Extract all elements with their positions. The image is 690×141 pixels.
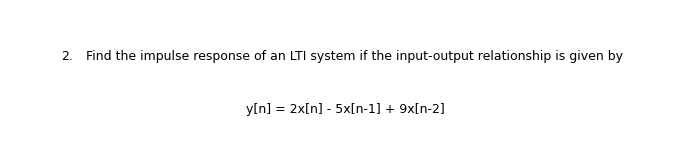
- Text: y[n] = 2x[n] - 5x[n-1] + 9x[n-2]: y[n] = 2x[n] - 5x[n-1] + 9x[n-2]: [246, 103, 444, 116]
- Text: Find the impulse response of an LTI system if the input-output relationship is g: Find the impulse response of an LTI syst…: [86, 50, 623, 63]
- Text: 2.: 2.: [61, 50, 72, 63]
